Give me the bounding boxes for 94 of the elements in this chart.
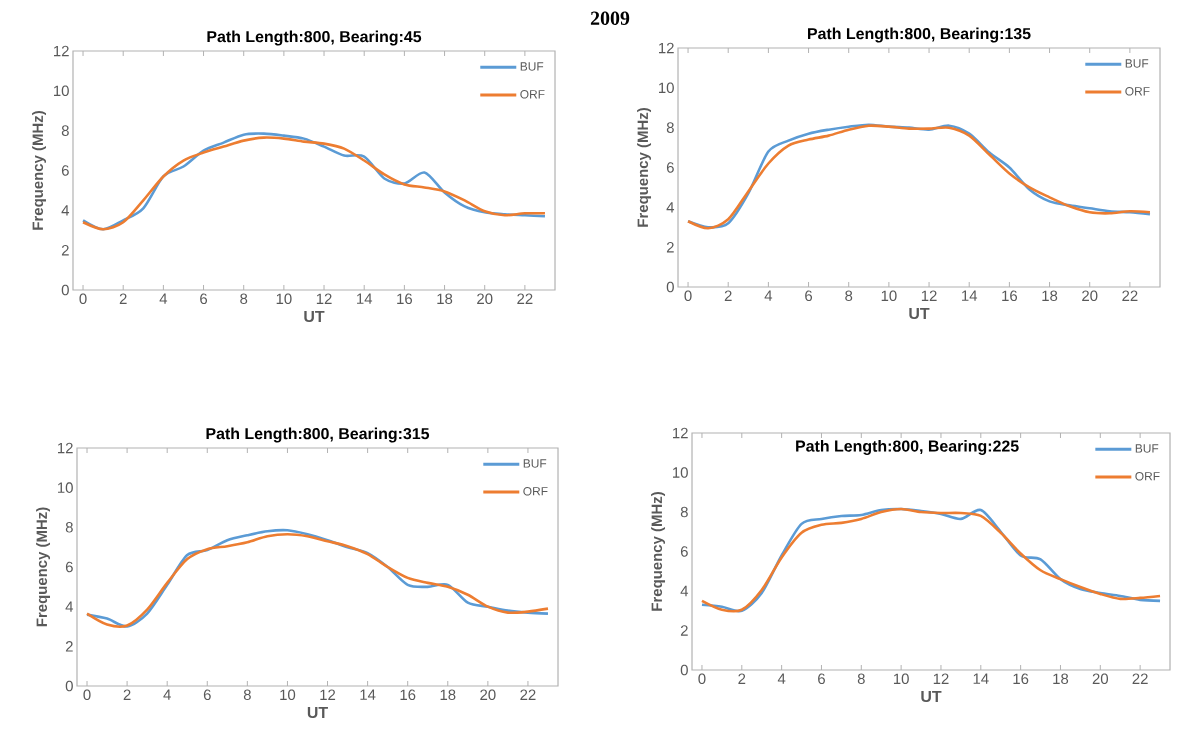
x-tick-label: 2 [724,290,732,301]
x-tick-label: 14 [973,673,989,684]
x-tick-label: 16 [1013,673,1029,685]
x-tick-label: 16 [397,293,413,305]
legend-label: BUF [523,459,547,468]
y-tick-label: 6 [61,165,69,176]
x-tick-label: 14 [962,290,978,301]
legend-label: ORF [1135,472,1160,481]
y-axis-title: Frequency (MHz) [637,108,652,227]
x-tick-label: 14 [360,689,376,700]
legend-label: BUF [520,62,544,71]
legend-label: BUF [1125,59,1149,68]
y-tick-label: 6 [65,561,73,573]
x-tick-label: 2 [738,673,746,684]
x-tick-label: 10 [893,673,909,685]
x-tick-label: 12 [921,290,937,301]
x-tick-label: 16 [1002,290,1018,302]
y-tick-label: 6 [680,546,688,557]
y-tick-label: 2 [61,244,69,256]
y-tick-label: 10 [673,467,688,478]
x-tick-label: 8 [243,689,251,701]
x-axis-title: UT [304,310,325,323]
y-tick-label: 8 [680,506,688,518]
x-tick-label: 4 [777,673,786,684]
y-tick-label: 12 [673,427,688,439]
legend-label: ORF [1125,87,1150,96]
x-tick-label: 6 [203,689,211,701]
y-tick-label: 12 [54,45,69,57]
x-tick-label: 20 [480,689,496,701]
y-tick-label: 12 [659,42,674,54]
x-tick-label: 16 [400,689,416,701]
x-tick-label: 12 [320,689,336,700]
x-tick-label: 4 [764,290,773,301]
x-tick-label: 0 [83,689,91,701]
legend-label: BUF [1135,444,1159,453]
x-tick-label: 14 [357,293,373,304]
y-axis-title: Frequency (MHz) [36,507,51,627]
y-tick-label: 6 [666,162,674,173]
y-tick-label: 0 [666,281,674,293]
x-tick-label: 2 [119,293,127,304]
legend-label: ORF [523,487,548,496]
legend-label: ORF [520,90,545,99]
y-tick-label: 10 [659,82,674,94]
y-tick-label: 12 [58,442,73,454]
chart-title: Path Length:800, Bearing:45 [207,30,422,46]
x-tick-label: 12 [316,293,332,304]
y-tick-label: 4 [680,585,689,597]
y-tick-label: 10 [54,85,69,97]
chart-title: Path Length:800, Bearing:225 [796,440,1019,455]
x-tick-label: 18 [437,293,453,305]
text: 2009 [590,11,630,25]
x-tick-label: 12 [933,673,949,684]
x-tick-label: 20 [477,293,493,305]
y-tick-label: 8 [61,125,69,136]
x-tick-label: 18 [1042,290,1058,302]
y-tick-label: 4 [61,205,70,216]
x-tick-label: 2 [123,689,131,700]
y-tick-label: 8 [65,522,73,533]
x-tick-label: 6 [818,673,825,685]
y-tick-label: 4 [666,202,675,213]
x-tick-label: 6 [805,290,813,302]
x-axis-title: UT [307,706,328,719]
y-tick-label: 2 [666,241,674,253]
y-tick-label: 10 [58,482,73,493]
x-tick-label: 18 [1053,673,1069,685]
x-tick-label: 10 [280,689,296,701]
x-tick-label: 10 [276,293,292,305]
chart-title: Path Length:800, Bearing:315 [206,427,430,443]
y-tick-label: 2 [65,641,73,652]
x-axis-title: UT [921,690,942,703]
y-tick-label: 4 [65,601,74,612]
chart-title: Path Length:800, Bearing:135 [808,27,1031,43]
x-tick-label: 10 [881,290,897,302]
x-tick-label: 22 [1122,290,1138,301]
x-tick-label: 22 [520,689,536,700]
x-tick-label: 20 [1082,290,1098,302]
x-tick-label: 22 [517,293,533,304]
x-tick-label: 8 [845,290,853,302]
x-tick-label: 8 [857,673,865,685]
y-tick-label: 8 [666,122,674,133]
y-axis-title: Frequency (MHz) [32,111,47,230]
x-axis-title: UT [909,307,930,320]
y-tick-label: 2 [680,625,688,636]
x-tick-label: 0 [79,293,87,305]
y-tick-label: 0 [680,664,688,676]
x-tick-label: 6 [200,293,208,305]
x-tick-label: 22 [1132,673,1148,684]
x-tick-label: 4 [159,293,168,304]
x-tick-label: 4 [163,689,171,700]
y-axis-title: Frequency (MHz) [651,492,666,611]
x-tick-label: 0 [698,673,706,685]
x-tick-label: 8 [240,293,248,305]
x-tick-label: 20 [1092,673,1109,685]
x-tick-label: 18 [440,689,456,701]
